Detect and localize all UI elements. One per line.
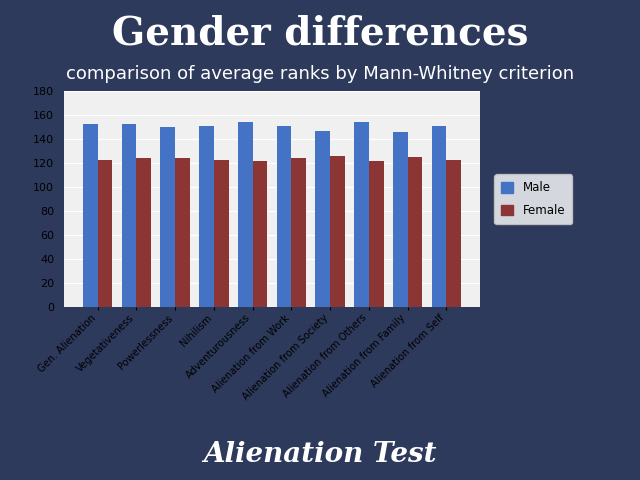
Legend: Male, Female: Male, Female (494, 174, 572, 224)
Bar (354, 122, 369, 307)
Bar (161, 127, 175, 307)
Text: comparison of average ranks by Mann-Whitney criterion: comparison of average ranks by Mann-Whit… (66, 65, 574, 83)
Bar (276, 126, 291, 307)
Bar (316, 131, 330, 307)
Bar (136, 158, 151, 307)
Bar (330, 156, 345, 307)
Bar (369, 161, 383, 307)
Bar (446, 159, 461, 307)
Bar (175, 158, 190, 307)
Bar (214, 159, 228, 307)
Text: Alienation Test: Alienation Test (204, 441, 436, 468)
Bar (122, 124, 136, 307)
Bar (238, 122, 253, 307)
Bar (431, 126, 446, 307)
Bar (408, 157, 422, 307)
Text: Gender differences: Gender differences (112, 14, 528, 52)
Bar (98, 159, 113, 307)
Bar (253, 161, 268, 307)
Bar (291, 158, 306, 307)
Bar (83, 124, 98, 307)
Bar (199, 126, 214, 307)
Bar (393, 132, 408, 307)
